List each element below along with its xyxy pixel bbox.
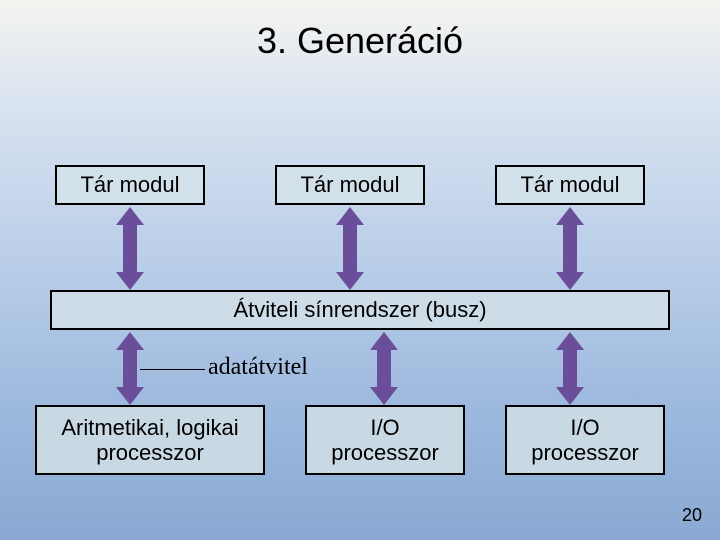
arrow-bus-io2 [556,332,584,405]
box-io-processor-1: I/O processzor [305,405,465,475]
box-arithmetic-logic-processor: Aritmetikai, logikai processzor [35,405,265,475]
io2-line2: processzor [531,440,639,465]
io1-line1: I/O [370,415,399,440]
arrow-tar1-bus [116,207,144,290]
alp-line2: processzor [96,440,204,465]
box-tar-modul-1: Tár modul [55,165,205,205]
annotation-line [140,369,205,370]
arrow-bus-io1 [370,332,398,405]
page-number: 20 [682,505,702,526]
slide-title: 3. Generáció [0,20,720,62]
alp-line1: Aritmetikai, logikai [61,415,238,440]
box-tar-modul-2: Tár modul [275,165,425,205]
arrow-tar3-bus [556,207,584,290]
box-io-processor-2: I/O processzor [505,405,665,475]
io2-line1: I/O [570,415,599,440]
box-tar-modul-3: Tár modul [495,165,645,205]
box-bus: Átviteli sínrendszer (busz) [50,290,670,330]
annotation-label: adatátvitel [208,354,308,381]
arrow-tar2-bus [336,207,364,290]
io1-line2: processzor [331,440,439,465]
